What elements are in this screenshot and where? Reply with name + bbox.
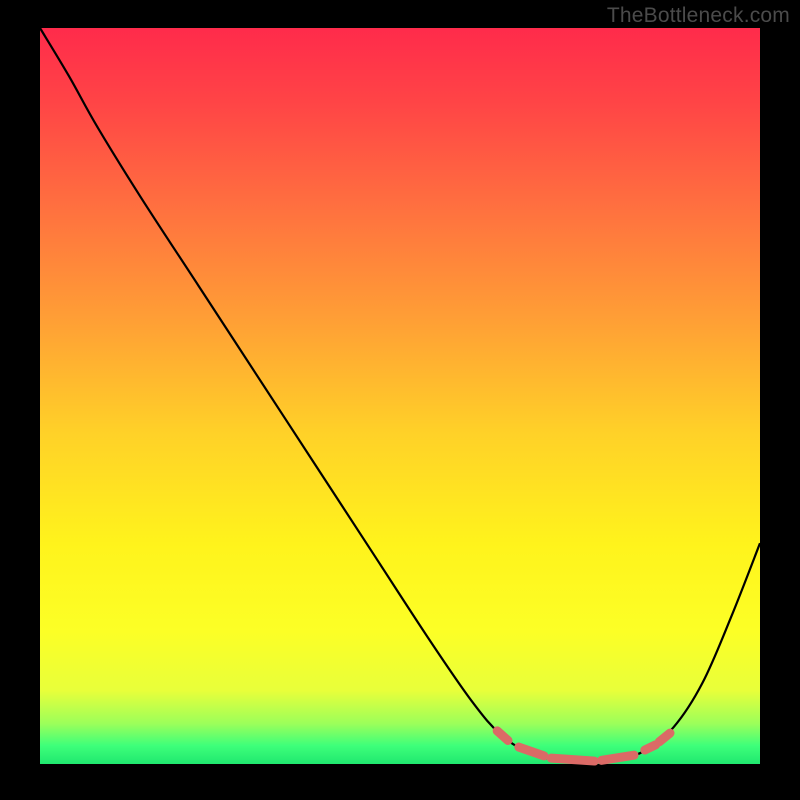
bottleneck-chart: { "watermark": { "text": "TheBottleneck.… <box>0 0 800 800</box>
plot-gradient-background <box>40 28 760 764</box>
watermark-text: TheBottleneck.com <box>607 4 790 28</box>
